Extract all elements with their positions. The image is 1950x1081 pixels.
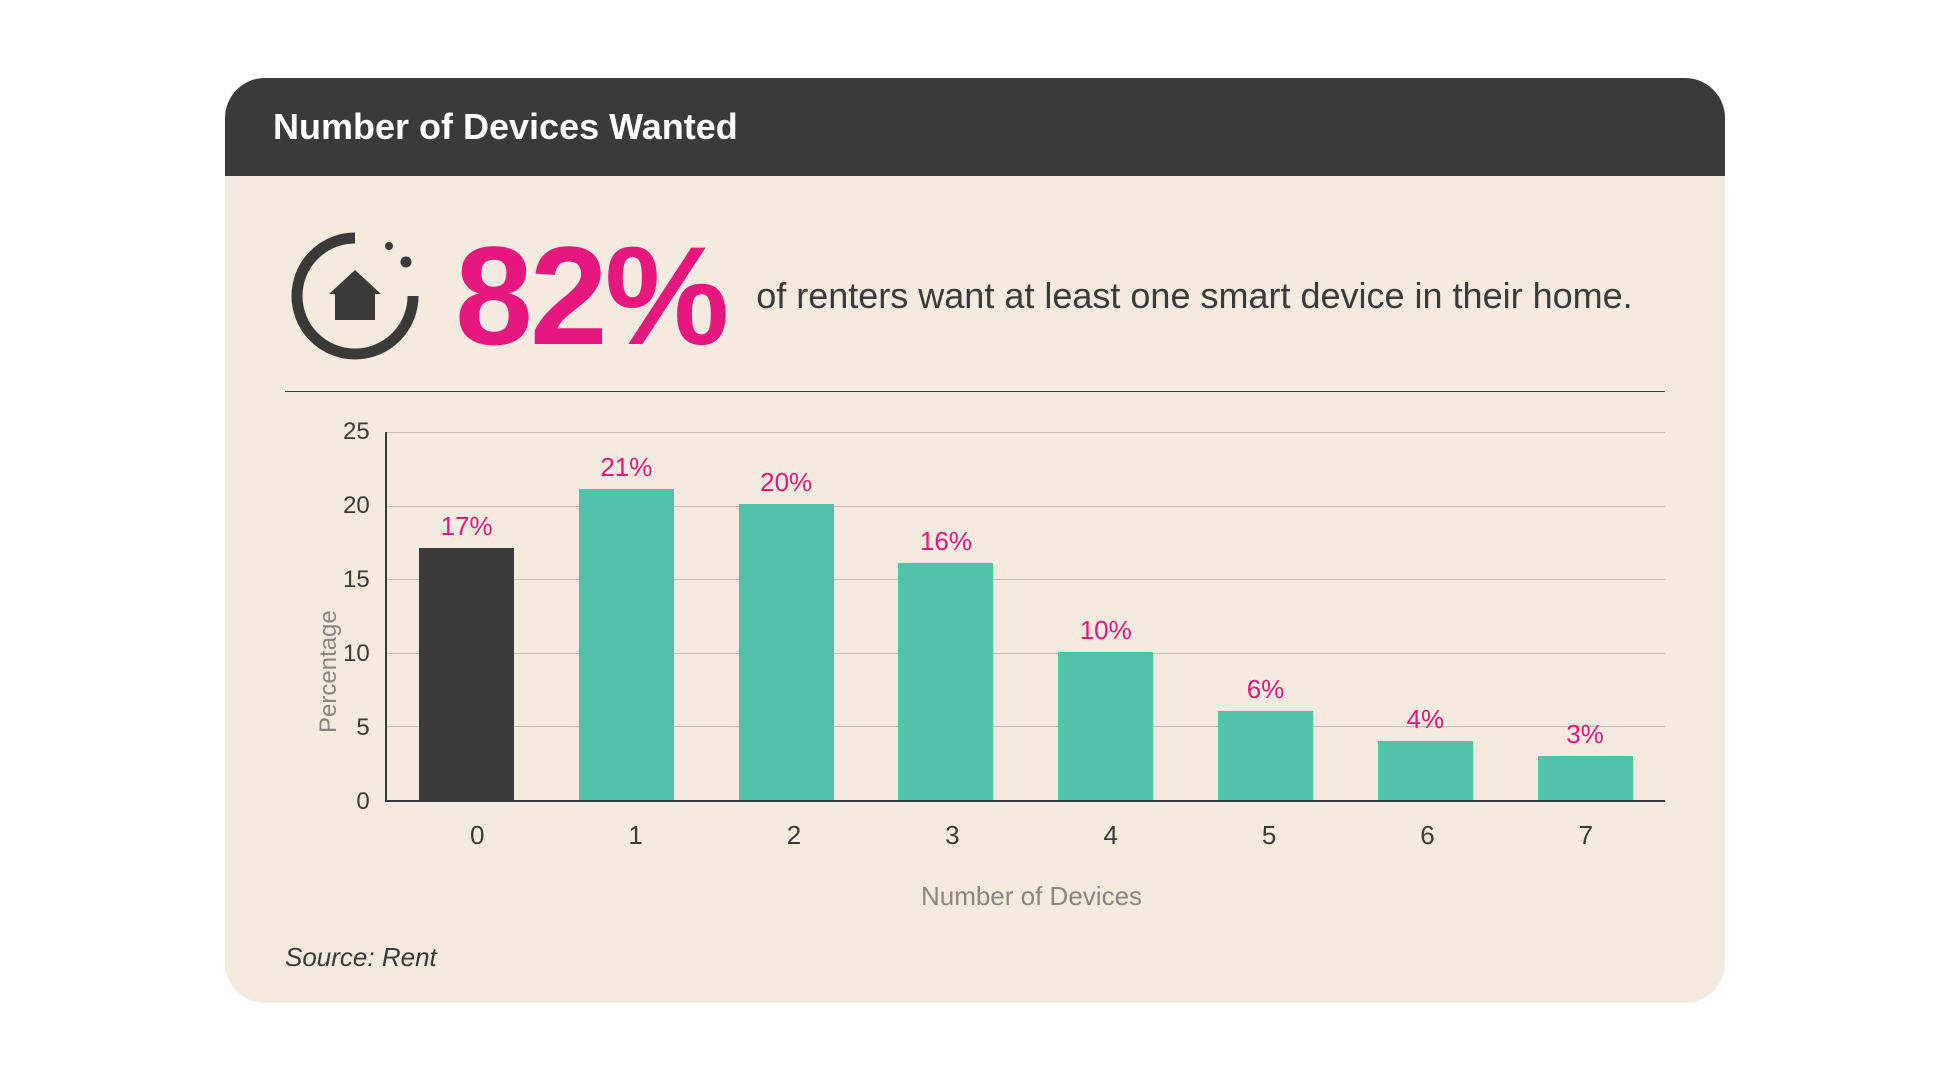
x-tick: 3 [873,820,1031,851]
y-axis-label: Percentage [305,432,343,912]
x-tick: 0 [398,820,556,851]
bar [419,548,514,800]
bar-wrap: 4% [1345,704,1505,800]
bar-value-label: 3% [1566,719,1604,750]
y-axis-ticks: 2520151050 [343,432,385,802]
bar [1378,741,1473,800]
x-tick: 6 [1348,820,1506,851]
x-tick: 2 [715,820,873,851]
bars: 17% 21% 20% 16% 10% 6% 4% 3% [387,432,1665,800]
headline-stat-value: 82% [455,226,726,366]
bar-value-label: 10% [1080,615,1132,646]
bars-container: 17% 21% 20% 16% 10% 6% 4% 3% [385,432,1665,802]
bar-value-label: 16% [920,526,972,557]
bar [579,489,674,800]
x-tick: 5 [1190,820,1348,851]
card-content: 82% of renters want at least one smart d… [225,176,1725,1003]
bar [739,504,834,800]
bar-wrap: 10% [1026,615,1186,800]
headline-stat-description: of renters want at least one smart devic… [756,271,1632,321]
x-tick: 4 [1032,820,1190,851]
divider [285,391,1665,392]
chart-body: 2520151050 17% 21% 20% 16% 10% 6% 4% 3% 0123456… [343,432,1665,912]
bar-wrap: 6% [1186,674,1346,800]
bar-chart: Percentage 2520151050 17% 21% 20% 16% 10% 6% 4… [285,432,1665,912]
bar [898,563,993,800]
bar-value-label: 20% [760,467,812,498]
bar [1538,756,1633,800]
card-header: Number of Devices Wanted [225,78,1725,176]
infographic-card: Number of Devices Wanted 82% of renters … [225,78,1725,1003]
plot-area: 2520151050 17% 21% 20% 16% 10% 6% 4% 3% [343,432,1665,802]
bar-wrap: 17% [387,511,547,800]
bar-wrap: 20% [706,467,866,800]
bar-wrap: 16% [866,526,1026,800]
bar-wrap: 3% [1505,719,1665,800]
bar [1058,652,1153,800]
bar-value-label: 21% [600,452,652,483]
card-title: Number of Devices Wanted [273,106,1677,148]
x-tick: 1 [556,820,714,851]
bar-value-label: 6% [1247,674,1285,705]
bar-value-label: 17% [441,511,493,542]
x-tick: 7 [1507,820,1665,851]
x-axis-ticks: 01234567 [398,802,1665,851]
bar-value-label: 4% [1406,704,1444,735]
headline-stat-row: 82% of renters want at least one smart d… [285,226,1665,366]
bar-wrap: 21% [546,452,706,800]
home-icon [285,226,425,366]
bar [1218,711,1313,800]
x-axis-label: Number of Devices [398,881,1665,912]
source-text: Source: Rent [285,942,1665,973]
